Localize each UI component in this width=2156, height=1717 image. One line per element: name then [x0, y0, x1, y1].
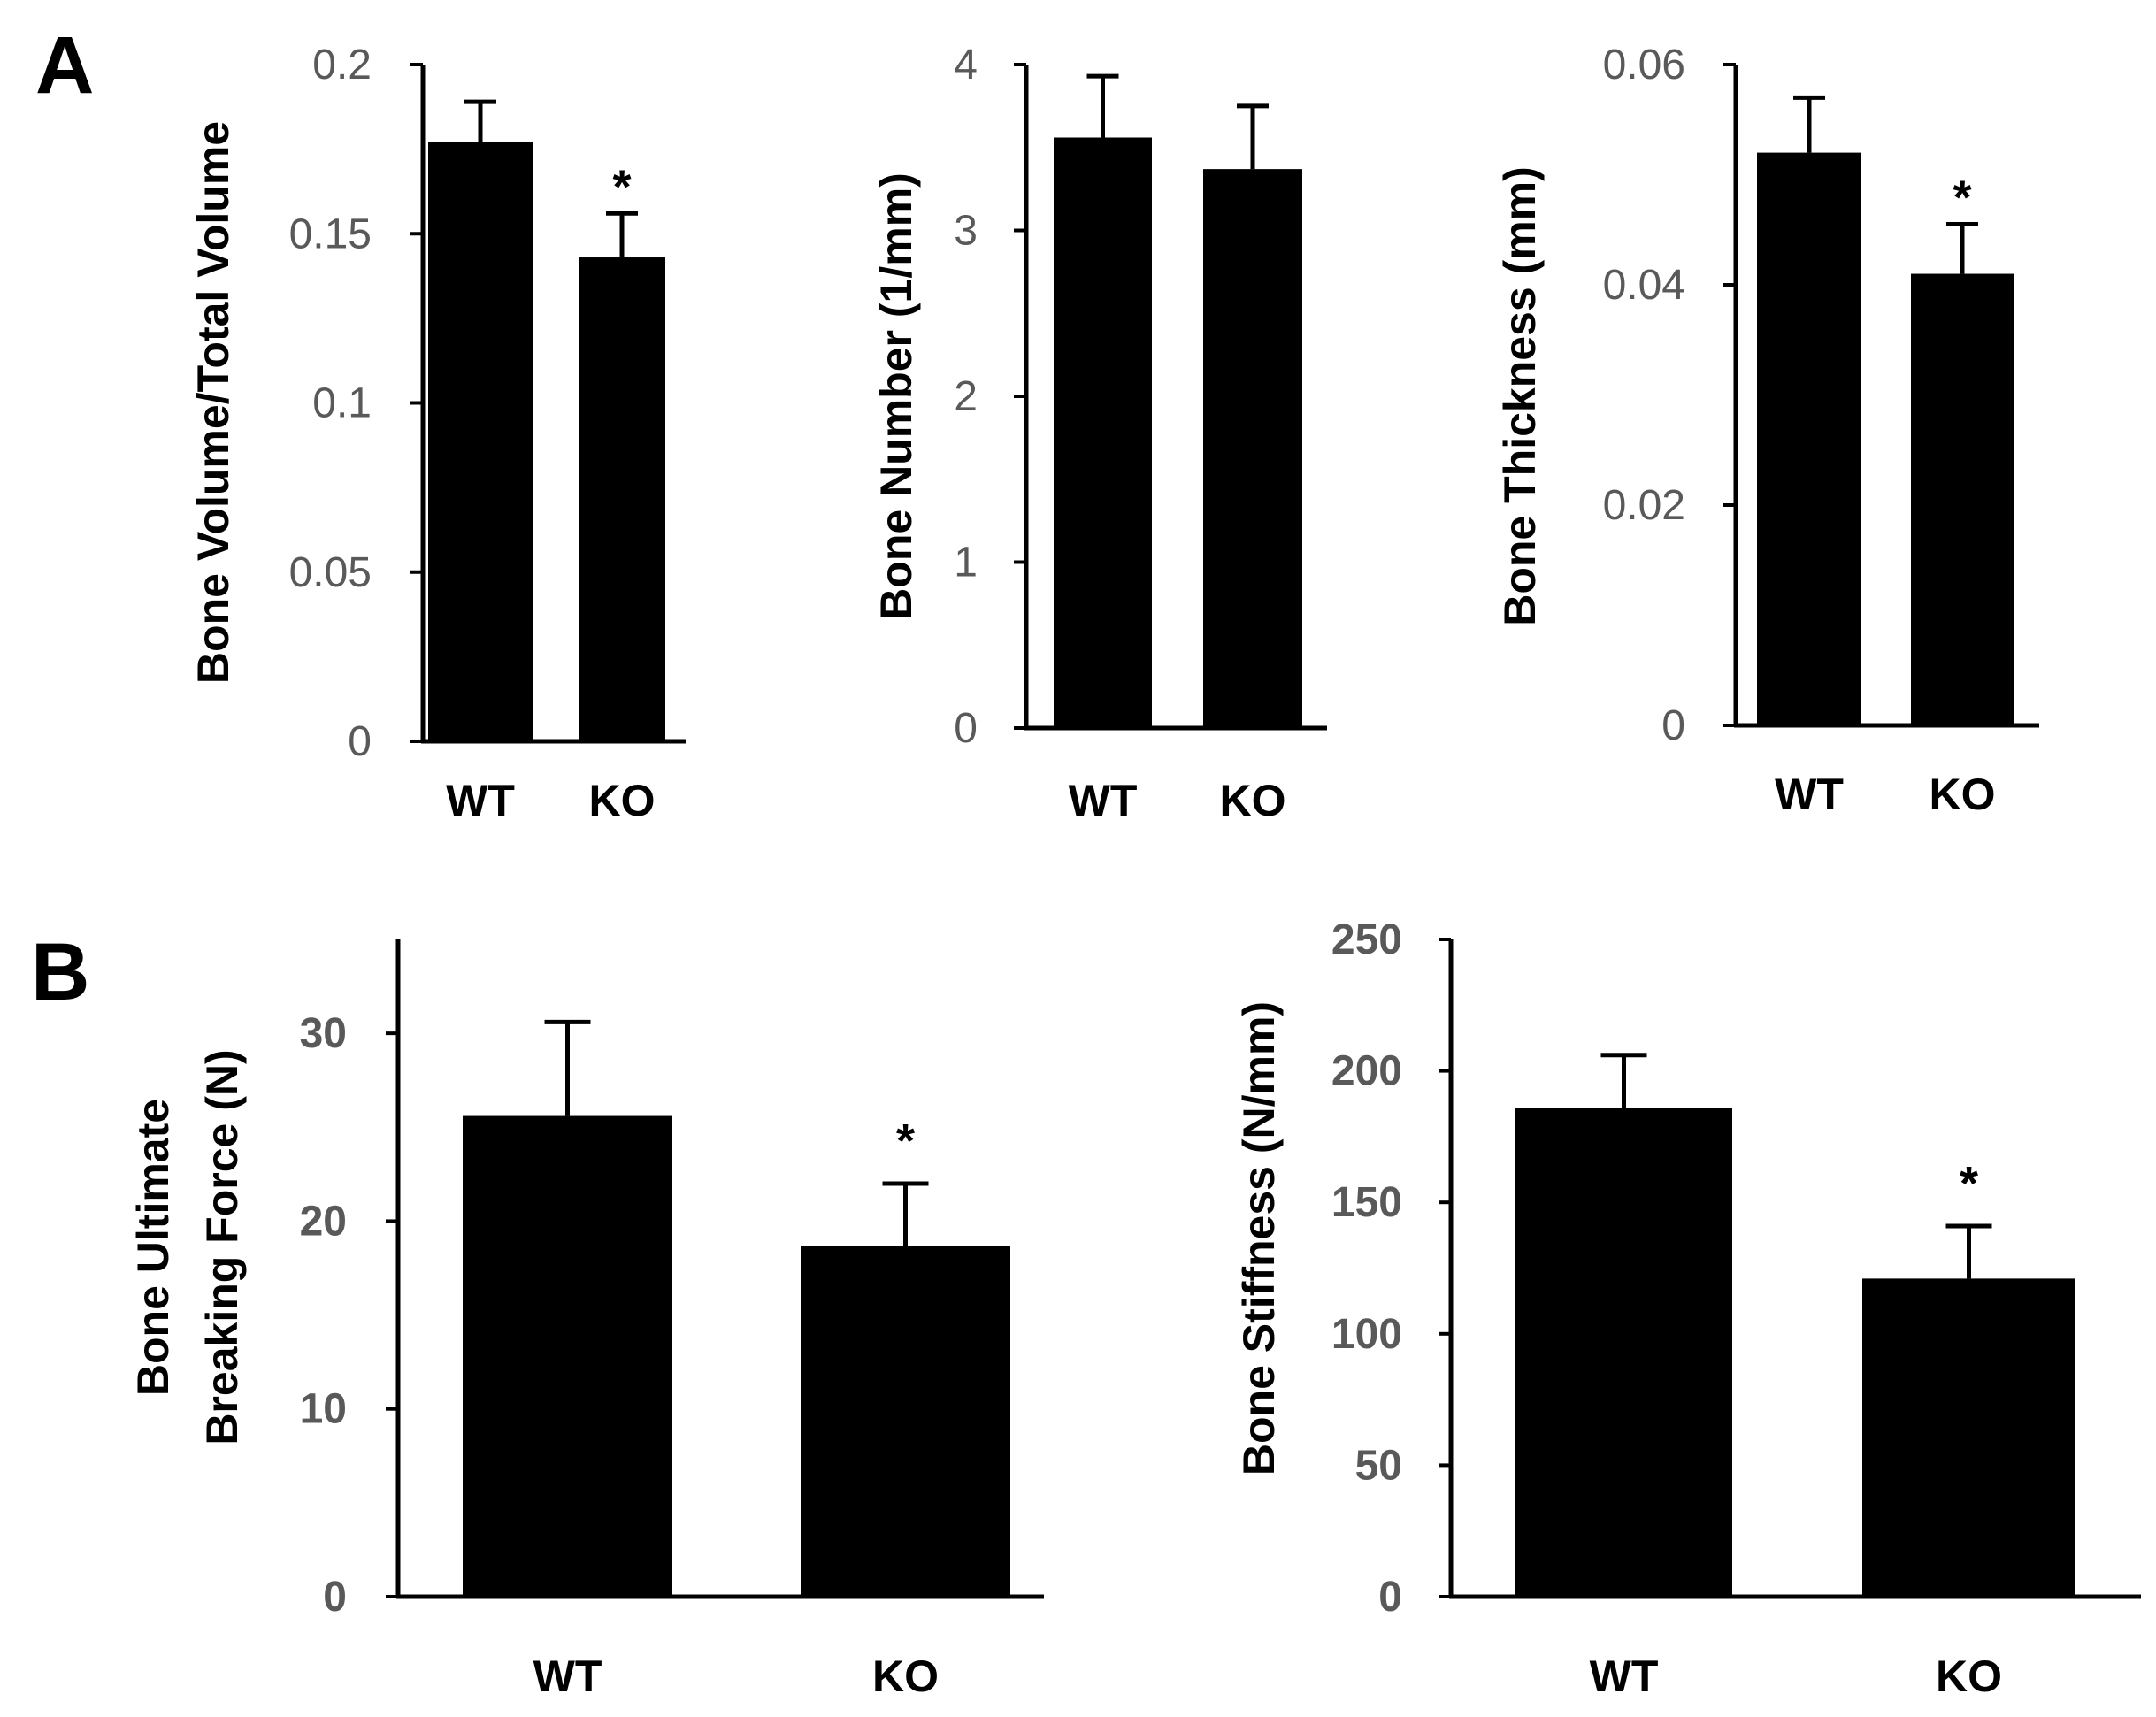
y-tick-label: 4 [954, 42, 978, 88]
significance-marker: * [1953, 172, 1971, 225]
chart-1: 0 0.05 0.1 0.15 0.2 WT * KO Bone Volume/Total Vo… [188, 42, 686, 825]
y-tick-label: 0.06 [1603, 42, 1685, 88]
y-tick-label: 0 [954, 705, 978, 752]
x-category-label: WT [446, 776, 515, 825]
x-category-label: KO [589, 776, 656, 825]
x-category-label: WT [1069, 776, 1138, 825]
significance-marker: * [612, 160, 631, 213]
x-category-label: WT [1590, 1652, 1659, 1701]
bar-ko [1911, 273, 2014, 725]
bar-wt [428, 142, 533, 742]
y-tick-label: 0 [323, 1574, 347, 1621]
y-axis-title: Bone Ultimate [128, 1099, 178, 1396]
y-tick-label: 3 [954, 208, 978, 255]
y-tick-label: 30 [300, 1010, 347, 1057]
panel-label-a: A [35, 20, 94, 111]
x-category-label: KO [1930, 770, 1996, 819]
y-tick-label: 20 [300, 1198, 347, 1245]
significance-marker: * [1960, 1157, 1978, 1210]
bar-ko [1203, 169, 1302, 728]
bar-wt [1054, 137, 1152, 728]
panel-label-b: B [31, 927, 89, 1017]
charts-group: 0 0.05 0.1 0.15 0.2 WT * KO Bone Volume/Total Vo… [128, 42, 2141, 1701]
y-tick-label: 2 [954, 373, 978, 420]
y-axis-title: Bone Stiffness (N/mm) [1234, 1001, 1284, 1476]
y-tick-label: 100 [1331, 1311, 1402, 1358]
y-tick-label: 0 [1378, 1574, 1402, 1621]
y-tick-label: 50 [1355, 1442, 1402, 1489]
y-axis-title: Breaking Force (N) [197, 1049, 247, 1445]
y-tick-label: 250 [1331, 916, 1402, 963]
bar-ko [579, 257, 665, 741]
y-tick-label: 0.2 [312, 42, 372, 88]
y-axis-title: Bone Thickness (mm) [1495, 166, 1545, 626]
bar-wt [1515, 1108, 1732, 1597]
y-tick-label: 10 [300, 1386, 347, 1433]
bar-ko [801, 1246, 1010, 1597]
y-tick-label: 150 [1331, 1179, 1402, 1226]
y-tick-label: 1 [954, 540, 978, 586]
chart-3: 0 0.02 0.04 0.06 WT * KO Bone Thickness (mm) [1495, 42, 2039, 819]
y-tick-label: 0 [1661, 702, 1685, 749]
y-tick-label: 0.04 [1603, 262, 1685, 309]
bar-wt [463, 1115, 672, 1597]
x-category-label: KO [1220, 776, 1286, 825]
y-tick-label: 0 [348, 718, 372, 765]
y-tick-label: 0.1 [312, 380, 372, 427]
chart-2: 0 1 2 3 4 WT KO Bone Number (1/mm) [871, 42, 1327, 825]
y-tick-label: 0.15 [289, 211, 372, 257]
bar-ko [1862, 1278, 2075, 1597]
chart-4: 0 10 20 30 WT * KO Bone Ultimate Breaking Force … [128, 939, 1044, 1701]
y-tick-label: 200 [1331, 1048, 1402, 1095]
y-axis-title: Bone Number (1/mm) [871, 172, 921, 620]
y-tick-label: 0.02 [1603, 482, 1685, 529]
x-category-label: KO [872, 1652, 939, 1701]
y-tick-label: 0.05 [289, 549, 372, 596]
x-category-label: KO [1936, 1652, 2002, 1701]
chart-5: 0 50 100 150 200 250 WT * KO Bone Stiffness (N/mm… [1234, 916, 2141, 1701]
y-axis-title: Bone Volume/Total Volume [188, 121, 238, 684]
significance-marker: * [896, 1115, 915, 1168]
bar-wt [1757, 152, 1861, 726]
x-category-label: WT [1775, 770, 1844, 819]
x-category-label: WT [533, 1652, 602, 1701]
